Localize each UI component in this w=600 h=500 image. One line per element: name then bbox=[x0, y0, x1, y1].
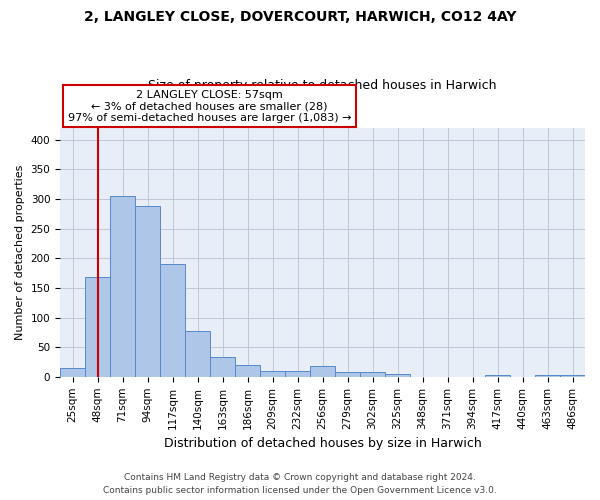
X-axis label: Distribution of detached houses by size in Harwich: Distribution of detached houses by size … bbox=[164, 437, 481, 450]
Bar bbox=[485, 375, 510, 377]
Bar bbox=[185, 331, 210, 377]
Bar bbox=[110, 196, 135, 377]
Bar bbox=[310, 366, 335, 377]
Bar bbox=[160, 264, 185, 377]
Bar bbox=[85, 277, 110, 377]
Text: 2 LANGLEY CLOSE: 57sqm
← 3% of detached houses are smaller (28)
97% of semi-deta: 2 LANGLEY CLOSE: 57sqm ← 3% of detached … bbox=[68, 90, 352, 123]
Y-axis label: Number of detached properties: Number of detached properties bbox=[15, 164, 25, 340]
Bar bbox=[235, 365, 260, 377]
Bar bbox=[260, 371, 285, 377]
Bar bbox=[335, 372, 360, 377]
Bar bbox=[210, 358, 235, 377]
Bar bbox=[285, 371, 310, 377]
Text: 2, LANGLEY CLOSE, DOVERCOURT, HARWICH, CO12 4AY: 2, LANGLEY CLOSE, DOVERCOURT, HARWICH, C… bbox=[84, 10, 516, 24]
Bar bbox=[60, 368, 85, 377]
Title: Size of property relative to detached houses in Harwich: Size of property relative to detached ho… bbox=[148, 79, 497, 92]
Bar bbox=[535, 375, 560, 377]
Bar bbox=[360, 372, 385, 377]
Bar bbox=[385, 374, 410, 377]
Bar bbox=[560, 375, 585, 377]
Bar bbox=[135, 206, 160, 377]
Text: Contains HM Land Registry data © Crown copyright and database right 2024.
Contai: Contains HM Land Registry data © Crown c… bbox=[103, 474, 497, 495]
